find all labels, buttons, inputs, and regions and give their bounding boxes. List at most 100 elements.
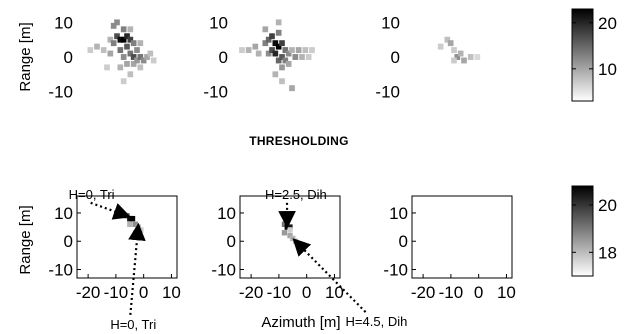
- heatmap-cell: [287, 227, 293, 233]
- heatmap-cell: [292, 54, 299, 60]
- annotation-arrow: [90, 201, 132, 220]
- heatmap-cell: [137, 40, 144, 47]
- x-tick-label: -10: [104, 283, 129, 302]
- heatmap-cell: [239, 47, 245, 54]
- heatmap-cell: [120, 54, 127, 60]
- heatmap-cell: [127, 221, 133, 227]
- heatmap-cell: [282, 47, 289, 54]
- y-tick-label: -10: [375, 83, 400, 102]
- heatmap-cell: [127, 71, 134, 78]
- heatmap-cell: [114, 19, 120, 26]
- heatmap-cell: [127, 26, 134, 33]
- heatmap-cell: [124, 43, 130, 50]
- heatmap-cell: [262, 26, 269, 33]
- heatmap-cell: [137, 54, 144, 60]
- y-tick-label: 0: [64, 48, 73, 67]
- y-tick-label: -10: [203, 83, 228, 102]
- heatmap-cell: [279, 40, 285, 47]
- heatmap-cell: [279, 64, 285, 71]
- heatmap-cell: [281, 230, 288, 236]
- y-tick-label: 0: [219, 48, 228, 67]
- panel-top-left: 10 0 -10: [48, 13, 157, 102]
- x-tick-label: 10: [162, 283, 181, 302]
- heatmap-cell: [120, 78, 127, 85]
- colorbar-top: [571, 8, 594, 102]
- axes-frame: [239, 195, 341, 279]
- y-tick-label: 10: [54, 13, 73, 32]
- heatmap-cell: [110, 22, 117, 29]
- y-tick-label: 0: [227, 232, 236, 251]
- heatmap-cell: [447, 40, 454, 47]
- heatmap-cell: [127, 36, 134, 43]
- heatmap-cell: [138, 227, 144, 233]
- heatmap-cell: [94, 43, 100, 50]
- heatmap-cell: [285, 60, 292, 67]
- heatmap-cell: [117, 47, 124, 54]
- heatmap-cell: [100, 47, 107, 54]
- colorbar-tick-label: 10: [598, 60, 617, 79]
- y-tick-label: 0: [391, 48, 400, 67]
- heatmap-cell: [457, 50, 464, 57]
- heatmap-cell: [295, 47, 302, 54]
- heatmap-cell: [124, 60, 130, 67]
- annotation-label: H=2.5, Dih: [265, 187, 327, 202]
- x-tick-label: 0: [474, 283, 483, 302]
- heatmap-cell: [245, 47, 252, 54]
- heatmap-cell: [144, 54, 150, 60]
- heatmap-cell: [302, 47, 309, 54]
- heatmap-cell: [127, 50, 134, 57]
- heatmap-cell: [451, 57, 457, 64]
- annotation-arrow: [128, 222, 146, 315]
- x-tick-label: 10: [325, 283, 344, 302]
- y-tick-label: 10: [209, 13, 228, 32]
- ylabel-top: Range [m]: [17, 22, 34, 91]
- heatmap-cell: [107, 36, 114, 43]
- heatmap-cell: [305, 54, 312, 60]
- heatmap-cell: [117, 36, 124, 43]
- y-tick-label: -10: [211, 261, 236, 280]
- heatmap-cell: [114, 33, 120, 40]
- y-tick-label: -10: [48, 83, 73, 102]
- x-tick-label: -20: [76, 283, 101, 302]
- y-tick-label: 10: [381, 13, 400, 32]
- heatmap-cell: [287, 232, 293, 239]
- heatmap-cell: [262, 40, 269, 47]
- panel-top-middle: 10 0 -10: [203, 13, 315, 102]
- heatmap-cell: [437, 43, 444, 50]
- colorbar-tick-label: 20: [598, 14, 617, 33]
- heatmap-cell: [252, 43, 259, 50]
- heatmap-cell: [461, 57, 467, 64]
- y-tick-label: 10: [389, 204, 408, 223]
- section-title: THRESHOLDING: [249, 134, 349, 148]
- x-tick-label: -20: [411, 283, 436, 302]
- heatmap-cell: [265, 36, 272, 43]
- axes-frame: [411, 195, 513, 279]
- x-tick-label: 10: [497, 283, 516, 302]
- heatmap-cell: [285, 50, 292, 57]
- heatmap-cell: [150, 57, 157, 64]
- y-tick-label: 0: [399, 232, 408, 251]
- annotation-label: H=0, Tri: [69, 187, 115, 202]
- heatmap-cell: [130, 54, 137, 60]
- annotation-arrow: [292, 238, 367, 313]
- heatmap-cell: [444, 36, 451, 43]
- heatmap-cell: [137, 64, 144, 71]
- heatmap-cell: [120, 26, 127, 33]
- heatmap-cell: [140, 57, 147, 64]
- x-tick-label: 0: [139, 283, 148, 302]
- ylabel-bottom: Range [m]: [17, 205, 34, 274]
- heatmap-cell: [309, 47, 315, 54]
- heatmap-cell: [275, 43, 282, 50]
- heatmap-cell: [289, 85, 295, 92]
- heatmap-cell: [87, 47, 94, 54]
- heatmap-cell: [147, 50, 154, 57]
- annotations: H=0, Tri H=0, Tri H=2.5, Dih H=4.5, Dih: [69, 187, 408, 332]
- heatmap-cell: [451, 47, 457, 54]
- panel-top-right: 10 0 -10: [375, 13, 481, 102]
- heatmap-cell: [269, 33, 275, 40]
- heatmap-cell: [272, 40, 279, 47]
- heatmap-cell: [124, 33, 130, 40]
